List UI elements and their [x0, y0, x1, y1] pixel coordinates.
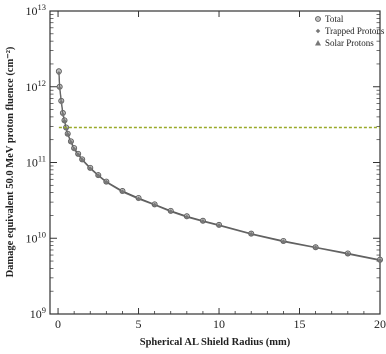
x-tick-label: 15 — [294, 317, 306, 331]
legend: Total Trapped Protons Solar Protons — [315, 14, 385, 48]
trapped-protons-point — [62, 118, 67, 124]
trapped-protons-point — [281, 239, 286, 245]
legend-label-solar-protons: Solar Protons — [325, 38, 374, 48]
y-tick-label: 109 — [30, 305, 46, 321]
trapped-protons-point — [60, 112, 66, 117]
y-tick-label: 1011 — [26, 154, 46, 170]
trapped-protons-point — [313, 245, 318, 251]
trapped-protons-point — [377, 258, 383, 263]
trapped-protons-point — [71, 146, 77, 152]
trapped-protons-point — [95, 173, 101, 178]
trapped-protons-point — [57, 86, 62, 91]
plot-frame — [49, 10, 381, 315]
trapped-protons-point — [345, 251, 351, 257]
y-tick-label: 1010 — [26, 229, 47, 245]
trapped-protons-point — [200, 219, 206, 224]
total-line — [58, 71, 381, 261]
trapped-protons-point — [152, 202, 157, 208]
y-tick-label: 1013 — [26, 2, 47, 18]
trapped-protons-point — [136, 196, 141, 202]
trapped-protons-point — [75, 152, 81, 157]
trapped-protons-point — [184, 214, 190, 220]
x-tick-label: 20 — [374, 317, 386, 331]
y-tick-label: 1012 — [26, 78, 47, 94]
trapped-protons-point — [65, 132, 71, 137]
legend-marker-solar-protons — [315, 40, 321, 46]
trapped-protons-point — [56, 71, 62, 76]
legend-marker-trapped-protons — [315, 28, 321, 34]
trapped-protons-point — [120, 189, 125, 195]
trapped-protons-point — [58, 100, 64, 105]
trapped-protons-point — [79, 157, 85, 163]
trapped-protons-point — [104, 179, 109, 185]
legend-label-trapped-protons: Trapped Protons — [325, 26, 385, 36]
trapped-protons-point — [248, 231, 254, 237]
trapped-protons-point — [68, 139, 74, 145]
x-tick-label: 5 — [136, 317, 142, 331]
trapped-protons-point — [87, 166, 93, 171]
trapped-protons-line — [58, 73, 381, 261]
trapped-protons-point — [168, 209, 174, 214]
trapped-protons-point — [216, 223, 222, 228]
x-axis-label: Spherical AL Shield Radius (mm) — [140, 337, 291, 348]
legend-label-total: Total — [325, 14, 344, 24]
legend-marker-total — [315, 16, 321, 22]
x-tick-label: 10 — [213, 317, 225, 331]
y-axis-label: Damage equivalent 50.0 MeV proton fluenc… — [5, 46, 16, 277]
x-tick-label: 0 — [55, 317, 61, 331]
